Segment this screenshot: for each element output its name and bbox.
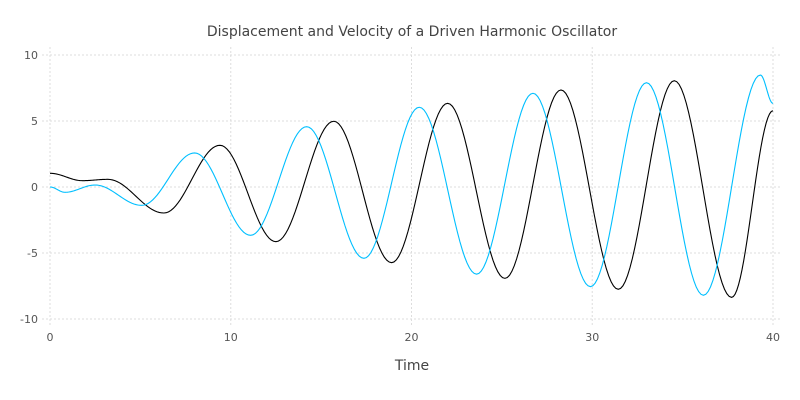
series-group [49,74,774,298]
y-tick-label: -10 [20,313,38,326]
x-axis-label: Time [394,358,429,374]
chart-title: Displacement and Velocity of a Driven Ha… [207,24,618,40]
y-tick-label: 10 [24,49,38,62]
y-tick-labels: -10 -5 0 5 10 [20,49,38,326]
x-tick-labels: 0 10 20 30 40 [47,331,781,344]
x-tick-label: 0 [47,331,54,344]
y-tick-label: 0 [31,181,38,194]
grid [42,47,781,327]
x-tick-label: 20 [405,331,419,344]
x-tick-label: 40 [766,331,780,344]
displacement-line [49,80,774,298]
y-tick-label: 5 [31,115,38,128]
x-tick-label: 10 [224,331,238,344]
y-tick-label: -5 [27,247,38,260]
x-tick-label: 30 [585,331,599,344]
velocity-line [49,74,774,296]
